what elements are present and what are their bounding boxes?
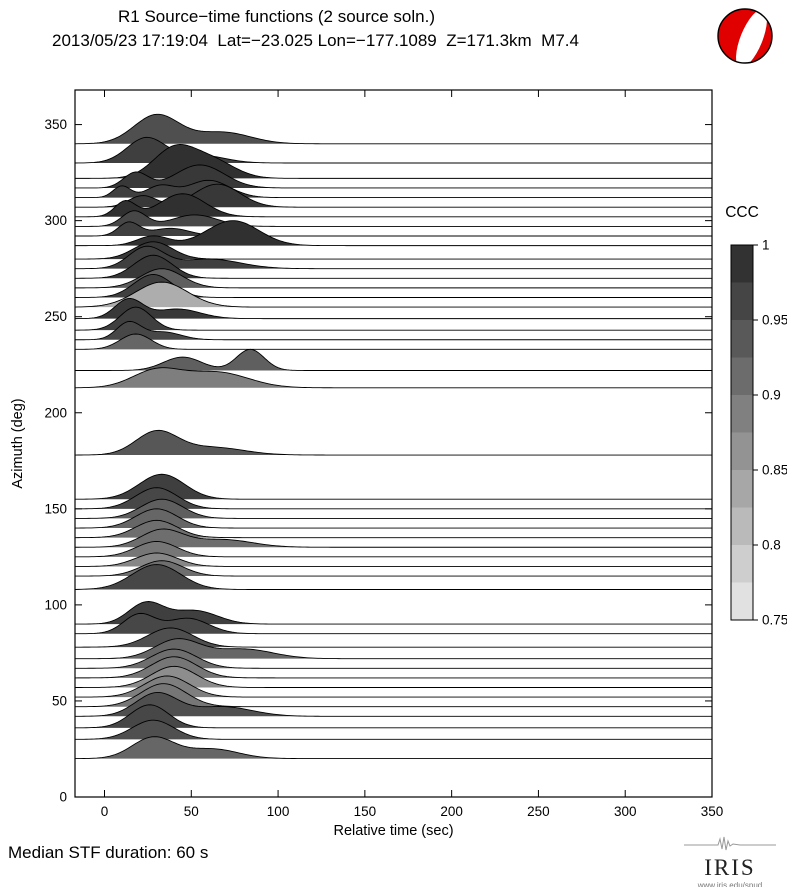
stf-trace	[74, 144, 712, 179]
stf-trace	[75, 648, 712, 669]
y-tick-label: 0	[59, 790, 67, 805]
stf-trace	[74, 136, 712, 164]
colorbar-segment	[731, 507, 753, 546]
colorbar-segment	[731, 470, 753, 508]
y-tick-label: 100	[44, 597, 67, 612]
iris-logo: IRIS www.iris.edu/spud	[678, 836, 782, 887]
y-tick-label: 200	[44, 405, 67, 420]
stf-trace	[74, 564, 712, 590]
x-tick-label: 0	[101, 804, 109, 819]
median-duration-label: Median STF duration: 60 s	[8, 843, 209, 862]
x-tick-label: 150	[354, 804, 377, 819]
stf-trace	[75, 164, 712, 189]
stf-trace	[74, 656, 712, 679]
colorbar-segment	[731, 582, 753, 621]
seismogram-icon	[684, 836, 776, 851]
stf-trace	[74, 254, 712, 279]
y-tick-label: 250	[44, 309, 67, 324]
x-tick-label: 300	[614, 804, 637, 819]
y-tick-label: 350	[44, 117, 67, 132]
stf-trace	[75, 528, 712, 548]
stf-trace	[74, 541, 712, 558]
colorbar-segment	[731, 320, 753, 358]
stf-trace	[74, 367, 712, 389]
colorbar-segment	[731, 432, 753, 471]
stf-trace	[74, 612, 712, 635]
beachball-white-band	[736, 9, 767, 63]
x-tick-label: 200	[440, 804, 463, 819]
iris-url-label: www.iris.edu/spud	[697, 881, 763, 887]
stf-trace	[74, 519, 712, 539]
colorbar-tick-label: 0.75	[762, 613, 787, 628]
colorbar-tick-label: 0.9	[762, 388, 781, 403]
colorbar-tick-label: 0.85	[762, 463, 787, 478]
plot-subtitle: 2013/05/23 17:19:04 Lat=−23.025 Lon=−177…	[52, 31, 579, 50]
stf-trace	[75, 220, 712, 247]
stf-trace	[74, 245, 712, 270]
colorbar-segment	[731, 545, 753, 583]
stf-trace	[74, 113, 712, 145]
y-tick-label: 150	[44, 501, 67, 516]
stf-trace	[74, 719, 712, 740]
colorbar-segment	[731, 395, 753, 433]
colorbar-tick-label: 0.8	[762, 538, 781, 553]
x-tick-label: 50	[184, 804, 199, 819]
x-axis-label: Relative time (sec)	[333, 823, 453, 839]
colorbar-segment	[731, 245, 753, 283]
stf-trace	[74, 429, 712, 456]
stf-trace	[75, 665, 712, 688]
stf-trace	[74, 487, 712, 510]
plot-title: R1 Source−time functions (2 source soln.…	[118, 7, 436, 26]
x-tick-label: 350	[701, 804, 724, 819]
focal-mechanism-icon	[717, 8, 773, 64]
stf-trace	[74, 627, 712, 648]
stf-trace	[74, 333, 712, 350]
colorbar-tick-label: 0.95	[762, 313, 787, 328]
y-tick-label: 50	[52, 693, 67, 708]
stf-trace	[75, 638, 712, 660]
stf-trace	[74, 736, 712, 760]
colorbar-segment	[731, 282, 753, 321]
colorbar-title: CCC	[725, 204, 759, 221]
x-tick-label: 250	[527, 804, 550, 819]
stf-trace	[75, 348, 712, 371]
iris-logo-text: IRIS	[704, 855, 756, 880]
beachball-outline	[717, 8, 773, 64]
stf-trace	[75, 183, 712, 208]
colorbar-tick-label: 1	[762, 238, 770, 253]
y-axis-label: Azimuth (deg)	[10, 398, 26, 488]
y-tick-label: 300	[44, 213, 67, 228]
stf-trace	[74, 552, 712, 567]
colorbar-segment	[731, 357, 753, 396]
stf-trace	[74, 692, 712, 717]
plot-border	[74, 89, 713, 798]
stf-trace	[74, 281, 712, 308]
colorbar-border	[730, 244, 754, 621]
x-tick-label: 100	[267, 804, 290, 819]
